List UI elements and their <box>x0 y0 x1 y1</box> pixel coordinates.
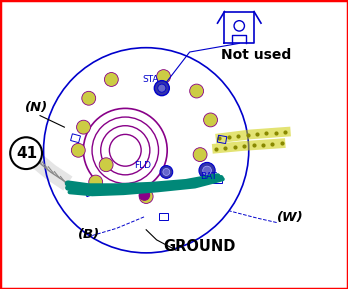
Circle shape <box>190 84 204 98</box>
Circle shape <box>203 166 211 175</box>
Text: GROUND: GROUND <box>164 239 236 254</box>
Text: FLD: FLD <box>134 161 151 170</box>
Circle shape <box>163 168 170 175</box>
Circle shape <box>204 113 218 127</box>
Bar <box>213 176 222 183</box>
Text: (W): (W) <box>277 211 303 224</box>
Circle shape <box>139 190 150 200</box>
Text: (B): (B) <box>78 228 101 241</box>
Circle shape <box>154 81 169 96</box>
Text: STA: STA <box>142 75 158 84</box>
Bar <box>85 187 95 197</box>
Bar <box>159 213 168 220</box>
Circle shape <box>193 148 207 162</box>
Circle shape <box>71 143 85 157</box>
Bar <box>218 135 227 144</box>
Circle shape <box>82 91 96 105</box>
Circle shape <box>199 162 215 179</box>
Circle shape <box>89 175 103 189</box>
Circle shape <box>77 120 90 134</box>
Circle shape <box>160 166 173 178</box>
Text: BAT: BAT <box>200 172 217 181</box>
Text: (N): (N) <box>25 101 48 114</box>
Circle shape <box>104 73 118 86</box>
Text: Not used: Not used <box>221 48 291 62</box>
Circle shape <box>139 190 153 203</box>
Circle shape <box>10 137 42 169</box>
Text: 41: 41 <box>17 145 38 160</box>
Circle shape <box>99 158 113 172</box>
Bar <box>71 134 80 143</box>
Circle shape <box>158 84 166 92</box>
Circle shape <box>157 70 171 84</box>
